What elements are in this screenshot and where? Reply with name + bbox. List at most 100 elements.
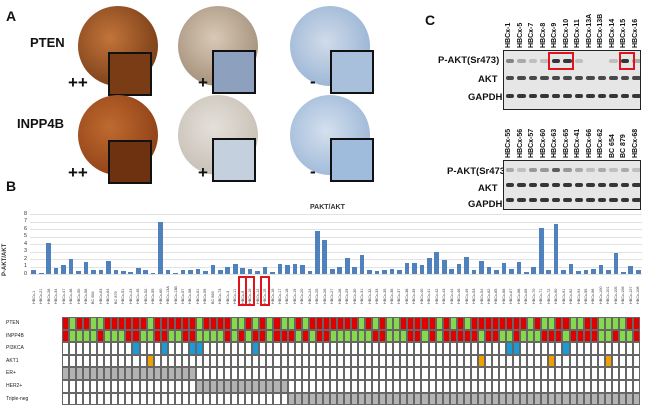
chart-bar [352,266,357,274]
heatmap-cell [202,354,211,368]
heatmap-cell [259,317,267,330]
heatmap-cell [139,354,147,368]
heatmap-cell [491,380,500,393]
chart-x-tick-label: HBCx-108 [636,286,641,304]
top-lane-label: HBCx-5 [516,22,524,48]
heatmap-cell [343,354,351,368]
heatmap-cell [463,317,471,330]
top-gapdh-band [528,94,537,98]
heatmap-cell [548,329,556,343]
heatmap-cell [329,367,337,380]
heatmap-cell [132,367,140,380]
heatmap-cell [231,380,239,393]
chart-bar [195,268,201,274]
heatmap-cell [224,380,232,393]
heatmap-cell [315,354,323,368]
heatmap-cell [449,342,457,355]
chart-bar [374,271,380,274]
heatmap-cell [358,329,366,343]
chart-bar [456,264,462,274]
chart-x-tick-label: HBCx-43 [442,288,447,304]
heatmap-cell [456,354,464,368]
heatmap-cell [76,342,84,355]
heatmap-cell [470,317,478,330]
top-pakt-band [505,59,514,63]
bottom-gapdh-band [609,198,618,202]
panel-label-a: A [6,8,17,24]
heatmap-cell [160,329,168,343]
bottom-akt-band [528,183,537,187]
heatmap-cell [336,380,344,393]
chart-x-tick-label: HBCx-58 [188,288,193,304]
heatmap-cell [534,342,542,355]
heatmap-cell [146,367,154,380]
heatmap-cell [329,354,337,368]
heatmap-cell [393,392,401,406]
heatmap-cell [351,380,359,393]
top-akt-band [609,76,618,80]
chart-x-tick-label: HBCx-34 [54,288,59,304]
chart-bar [91,269,96,274]
heatmap-cell [400,329,408,343]
heatmap-cell [506,380,514,393]
heatmap-cell [90,354,98,368]
heatmap-cell [527,380,535,393]
heatmap-cell [210,392,218,406]
chart-x-tick-label: HBCx-12 [255,288,260,304]
heatmap-cell [407,329,415,343]
heatmap-cell [76,367,84,380]
bottom-akt-band [517,183,526,187]
heatmap-cell [414,342,422,355]
heatmap-cell [527,354,535,368]
heatmap-cell [470,392,478,406]
heatmap-cell [245,329,253,343]
heatmap-cell [308,380,316,393]
chart-x-tick-label: HBCx-19 [292,288,297,304]
heatmap-cell [583,317,591,330]
chart-bar [561,269,566,274]
heatmap-cell [400,392,408,406]
bottom-gapdh-band [505,198,514,202]
wb-highlight-hbcx-15 [619,52,635,70]
top-gapdh-band [574,94,583,98]
heatmap-cell [336,392,344,406]
chart-bar [31,269,37,274]
heatmap-cell [343,317,351,330]
heatmap-cell [280,392,288,406]
heatmap-cell [576,329,584,343]
heatmap-cell [139,329,147,343]
heatmap-cell [238,392,246,406]
chart-x-tick-label: HBCx-36 [389,288,394,304]
heatmap-cell [343,329,351,343]
heatmap-cell [358,317,366,330]
heatmap-cell [259,342,267,355]
top-pakt-band [517,59,526,63]
top-akt-band [620,76,629,80]
heatmap-cell [513,329,521,343]
heatmap-cell [111,342,119,355]
heatmap-cell [463,367,471,380]
chart-bar [83,262,89,274]
top-lane-label: HBCx-13B [597,13,604,48]
heatmap-cell [273,317,281,330]
chart-bar [113,269,119,274]
heatmap-cell [597,392,605,406]
heatmap-cell [569,392,577,406]
chart-x-tick-label: HBCx-55 [151,288,156,304]
heatmap-cell [167,367,175,380]
bottom-akt-band [540,183,549,187]
heatmap-cell [372,317,380,330]
heatmap-cell [238,380,246,393]
heatmap-cell [97,329,105,343]
chart-x-tick-label: HBCx-23 [128,288,133,304]
heatmap-cell [548,342,556,355]
heatmap-cell [449,354,457,368]
heatmap-cell [611,380,619,393]
heatmap-cell [625,317,633,330]
bottom-lane-label: HBCx-57 [528,128,535,158]
heatmap-cell [562,367,570,380]
bottom-lane-label: HBCx-66 [585,128,593,158]
chart-x-tick-label: BC 879 [113,291,118,304]
heatmap-cell [421,317,429,330]
heatmap-cell [83,367,91,380]
